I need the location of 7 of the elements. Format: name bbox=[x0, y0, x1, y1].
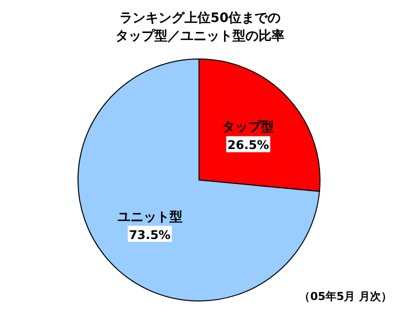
data-label: 73.5% bbox=[128, 228, 171, 242]
slice-label: タップ型 bbox=[222, 119, 274, 136]
data-label: 26.5% bbox=[227, 138, 270, 152]
slice-label: ユニット型 bbox=[117, 210, 182, 225]
chart-subtitle: タップ型／ユニット型の比率 bbox=[116, 28, 284, 44]
chart-title: ランキング上位50位までの bbox=[119, 11, 281, 26]
text: （05年5月 月次） bbox=[299, 290, 392, 303]
